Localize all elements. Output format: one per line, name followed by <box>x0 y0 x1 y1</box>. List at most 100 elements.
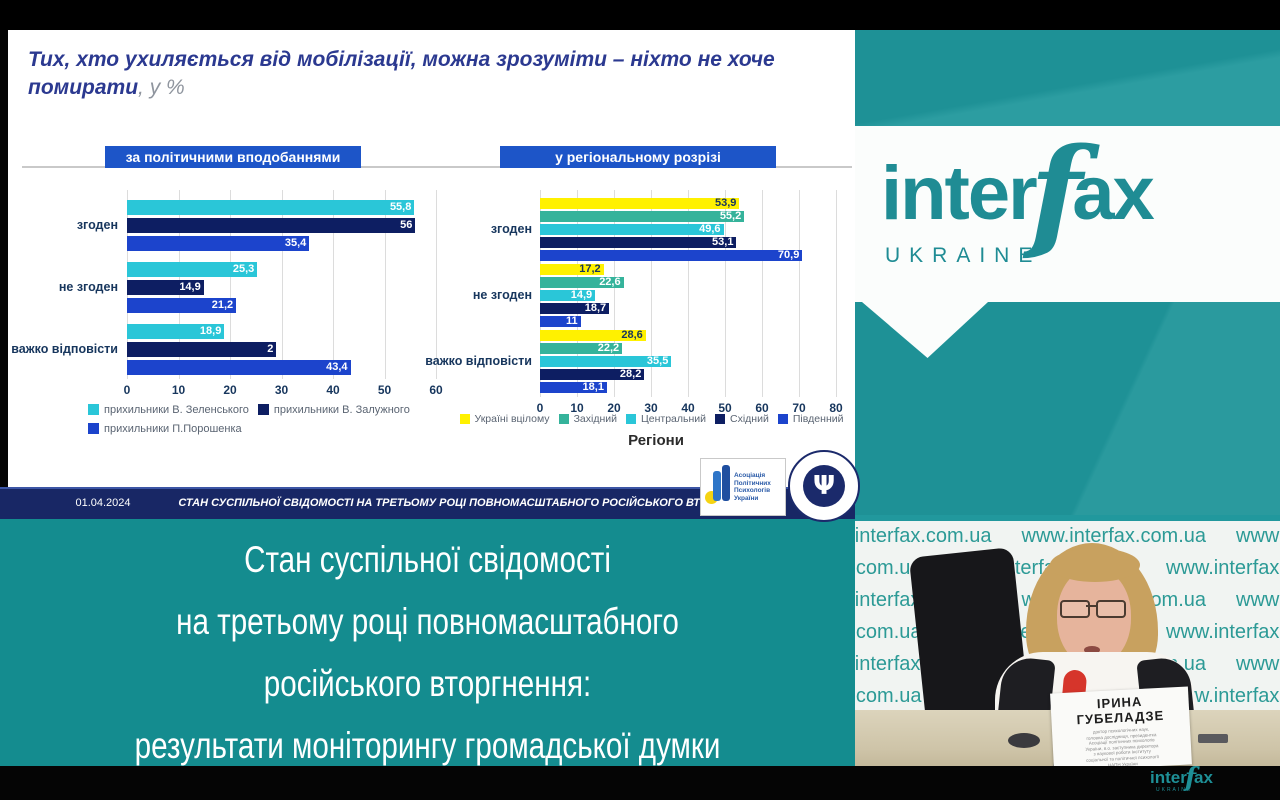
bar: 18,9 <box>127 324 225 339</box>
gridline <box>651 190 652 397</box>
legend-swatch-icon <box>715 414 726 424</box>
category-label: не згоден <box>472 287 532 302</box>
gridline <box>230 190 231 379</box>
legend-item: Україні вцілому <box>459 413 550 425</box>
axis-tick-label: 50 <box>377 383 392 397</box>
bar: 28,2 <box>540 368 645 380</box>
banner-line: Стан суспільної свідомості <box>244 539 611 580</box>
bar: 43,4 <box>127 360 351 375</box>
bar: 22,6 <box>540 277 624 288</box>
bar-value-label: 2 <box>267 343 274 355</box>
chart1-legend-row2: прихильники П.Порошенка <box>88 421 508 439</box>
slide-title-suffix: , у % <box>138 76 185 99</box>
gridline <box>725 190 726 397</box>
bar-value-label: 55,2 <box>719 210 742 222</box>
smartphone-on-desk <box>1198 734 1228 743</box>
legend-swatch-icon <box>625 414 636 424</box>
bar-value-label: 18,9 <box>199 325 222 337</box>
bar-value-label: 11 <box>566 315 578 327</box>
gridline <box>614 190 615 397</box>
bar-value-label: 56 <box>400 219 413 231</box>
watermark-pre: inter <box>1150 768 1187 787</box>
watermark-subtitle: UKRAINE <box>1156 787 1193 793</box>
slide-title: Тих, хто ухиляється від мобілізації, мож… <box>28 46 788 102</box>
legend-item: прихильники В. Зеленського <box>88 404 249 416</box>
bar-value-label: 14,9 <box>179 281 201 293</box>
interfax-logo-post: ax <box>1072 151 1155 236</box>
interfax-script-f-icon: f <box>1029 120 1083 264</box>
bar: 56 <box>127 218 416 233</box>
legend-swatch-icon <box>777 414 788 424</box>
category-label: важко відповісти <box>11 341 118 356</box>
axis-tick-label: 60 <box>429 383 443 397</box>
bar: 35,5 <box>540 355 672 367</box>
chart-political-preferences: 55,8 56 35,4 згоден 25,3 14,9 21,2 не згоден 18,… <box>8 30 855 487</box>
bar-value-label: 53,9 <box>715 197 737 209</box>
category-label: згоден <box>490 221 532 236</box>
legend-label: прихильники В. Зеленського <box>104 403 249 416</box>
banner-line: на третьому році повномасштабного <box>176 601 679 642</box>
legend-swatch-icon <box>88 423 99 434</box>
axis-tick-label: 0 <box>536 401 544 415</box>
legend-label: прихильники П.Порошенка <box>104 422 242 435</box>
bar: 25,3 <box>127 262 258 277</box>
studio-teal-board-top <box>855 30 1280 126</box>
axis-tick-label: 60 <box>755 401 769 415</box>
axis-tick-label: 30 <box>644 401 658 415</box>
teal-title-banner: Стан суспільної свідомості на третьому р… <box>0 517 855 766</box>
top-letterbox-bar <box>0 0 1280 30</box>
axis-tick-label: 10 <box>171 383 186 397</box>
banner-text: Стан суспільної свідомості на третьому р… <box>0 529 855 777</box>
chart-regional-breakdown: 53,9 55,2 49,6 53,1 70,9 згоден 17,2 22,6 14,9 18… <box>8 30 855 487</box>
bar-value-label: 25,3 <box>232 263 255 275</box>
speaker-hair-fringe <box>1050 548 1140 582</box>
bar-value-label: 43,4 <box>326 361 348 373</box>
legend-label: Україні вцілому <box>474 413 550 425</box>
bar-value-label: 55,8 <box>389 201 412 213</box>
chart2-legend: Україні вцілому Західний Центральний Східни… <box>458 413 854 425</box>
bar-value-label: 17,2 <box>579 263 601 275</box>
gridline <box>799 190 800 397</box>
interfax-logo: inter f ax <box>881 120 1155 264</box>
chart2-axis-title: Регіони <box>628 432 684 449</box>
legend-swatch-icon <box>558 414 569 424</box>
bar: 55,8 <box>127 200 415 215</box>
legend-swatch-icon <box>459 414 470 424</box>
legend-swatch-icon <box>88 404 99 415</box>
slide-footer-caption: СТАН СУСПІЛЬНОЇ СВІДОМОСТІ НА ТРЕТЬОМУ Р… <box>178 497 762 509</box>
category-label: згоден <box>76 217 118 232</box>
chart2-title: у регіональному розрізі <box>500 146 776 168</box>
bar-value-label: 18,7 <box>584 302 607 314</box>
appu-text-line: Психологів <box>734 487 771 494</box>
bar-value-label: 35,5 <box>646 355 669 367</box>
bar-value-label: 18,1 <box>582 381 604 393</box>
bar: 14,9 <box>127 280 204 295</box>
bar: 22,2 <box>540 343 623 354</box>
appu-text-line: України <box>734 494 759 502</box>
legend-label: прихильники В. Залужного <box>273 403 410 416</box>
axis-tick-label: 40 <box>326 383 340 397</box>
glasses-left-lens <box>1060 600 1090 618</box>
chart1-legend-row1: прихильники В. Зеленського прихильники В.… <box>88 402 508 420</box>
psi-icon: Ψ <box>803 465 845 507</box>
appu-text-line: Політичних <box>734 479 771 487</box>
bar-value-label: 70,9 <box>777 249 800 261</box>
bar: 18,1 <box>540 382 607 393</box>
legend-label: Центральний <box>640 413 707 425</box>
legend-swatch-icon <box>257 404 269 415</box>
axis-tick-label: 50 <box>718 401 732 415</box>
bar-value-label: 28,2 <box>619 368 642 380</box>
chart1-title: за політичними вподобаннями <box>105 146 361 168</box>
axis-tick-label: 20 <box>223 383 237 397</box>
bar-value-label: 35,4 <box>284 237 307 249</box>
gridline <box>688 190 689 397</box>
axis-tick-label: 20 <box>607 401 621 415</box>
category-label: важко відповісти <box>425 353 532 368</box>
slide-title-line2: помирати, у % <box>28 74 788 102</box>
slide-date: 01.04.2024 <box>75 497 131 509</box>
slide-title-line1: Тих, хто ухиляється від мобілізації, мож… <box>28 48 775 71</box>
presentation-slide: Тих, хто ухиляється від мобілізації, мож… <box>8 30 855 487</box>
bar-value-label: 53,1 <box>712 236 734 248</box>
bar: 70,9 <box>540 249 803 261</box>
bar: 35,4 <box>127 236 310 251</box>
